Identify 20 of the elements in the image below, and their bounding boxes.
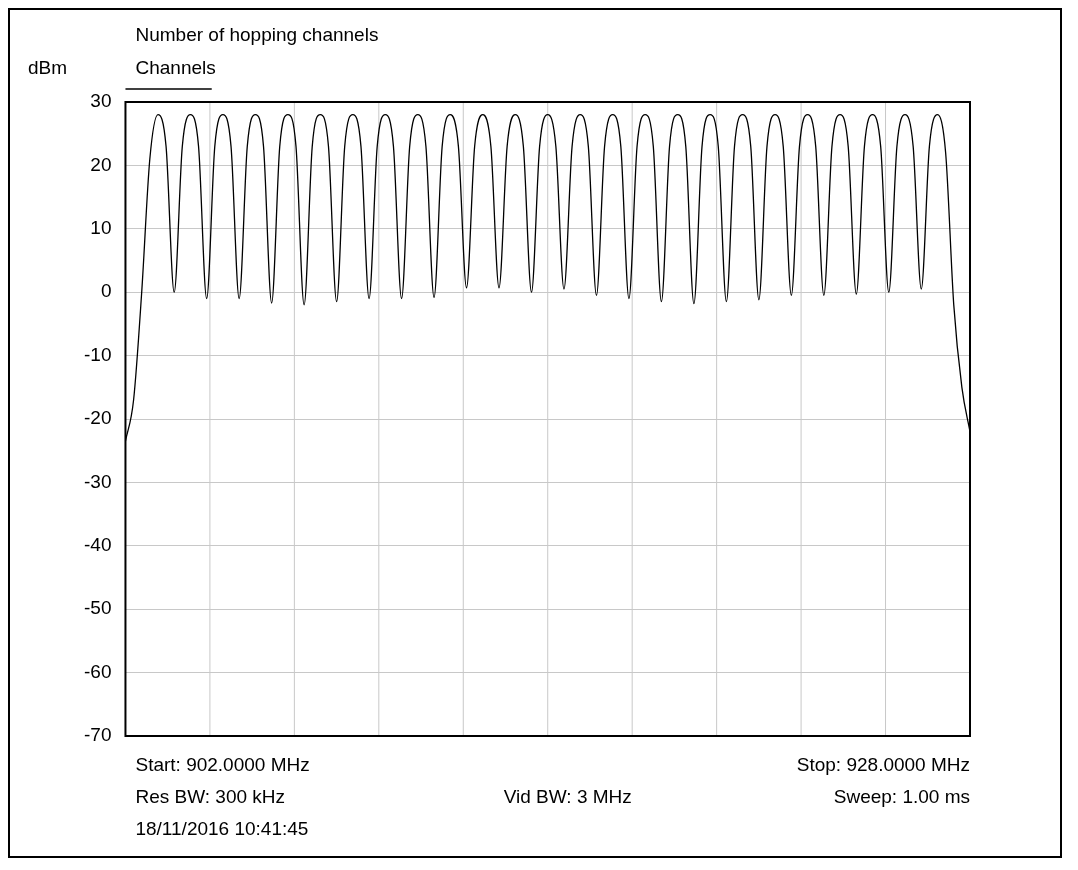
y-tick-label: -50: [83, 597, 112, 619]
y-tick-label: 30: [90, 90, 112, 112]
chart-title: Number of hopping channels: [135, 24, 379, 46]
y-tick-label: -70: [83, 724, 112, 746]
y-tick-label: -60: [83, 660, 112, 682]
text: Res BW: 300 kHz: [135, 786, 286, 808]
text: 18/11/2016 10:41:45: [135, 818, 309, 840]
y-tick-label: -10: [83, 343, 112, 365]
text: Stop: 928.0000 MHz: [796, 754, 970, 776]
text: Sweep: 1.00 ms: [833, 786, 970, 808]
y-tick-label: 10: [90, 217, 112, 239]
y-tick-label: -40: [83, 534, 112, 556]
text: Vid BW: 3 MHz: [503, 786, 632, 808]
y-tick-label: -20: [83, 407, 112, 429]
y-tick-label: 0: [100, 280, 112, 302]
y-tick-label: 20: [90, 153, 112, 175]
y-tick-label: -30: [83, 470, 112, 492]
series-label: Channels: [135, 57, 216, 79]
text: Start: 902.0000 MHz: [135, 754, 310, 776]
y-axis-title: dBm: [27, 57, 67, 79]
